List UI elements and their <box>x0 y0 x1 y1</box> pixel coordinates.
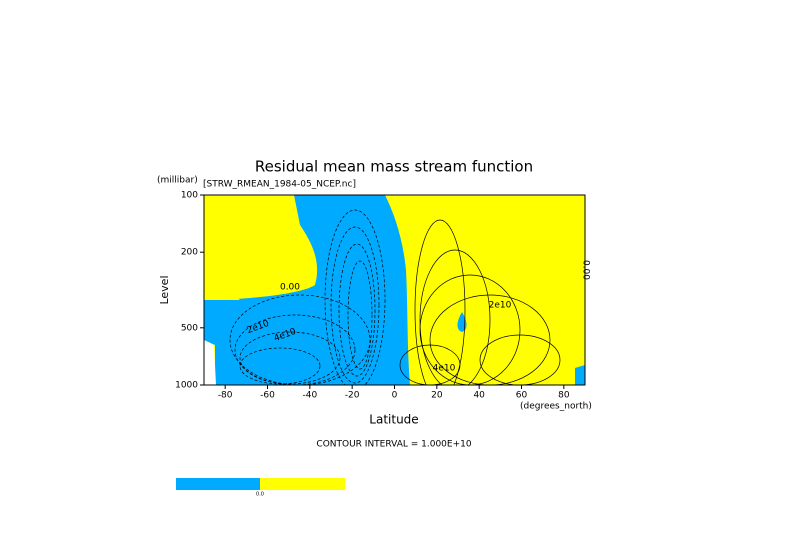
region <box>204 195 410 385</box>
x-tick-label: -80 <box>218 391 233 401</box>
contour-line <box>239 347 321 385</box>
contour-line <box>239 331 341 385</box>
y-unit: (millibar) <box>157 176 198 186</box>
x-tick-label: 40 <box>473 391 485 401</box>
contour-line <box>338 243 376 377</box>
colorbar-segment <box>260 478 345 490</box>
contour-label: 2e10 <box>489 301 512 311</box>
x-tick-label: -40 <box>302 391 317 401</box>
contour-label: 0.00 <box>280 283 300 293</box>
footer: CONTOUR INTERVAL = 1.000E+10 <box>316 440 471 450</box>
colorbar-segment <box>176 478 260 490</box>
y-tick-label: 1000 <box>175 381 198 391</box>
x-axis-label: Latitude <box>369 413 418 427</box>
x-unit: (degrees_north) <box>520 402 592 412</box>
x-tick-label: -60 <box>260 391 275 401</box>
contour-label: 4e10 <box>433 364 456 374</box>
contour-line <box>347 260 373 370</box>
y-tick-label: 100 <box>181 191 198 201</box>
y-tick-label: 500 <box>181 323 198 333</box>
x-tick-label: 20 <box>431 391 443 401</box>
x-tick-label: 0 <box>392 391 398 401</box>
subtitle: [STRW_RMEAN_1984-05_NCEP.nc] <box>203 180 356 190</box>
region <box>204 195 240 300</box>
colorbar-label: 0.0 <box>256 492 264 498</box>
region <box>204 340 216 385</box>
contour-label: 0.00 <box>581 260 591 280</box>
x-tick-label: 80 <box>558 391 570 401</box>
y-axis-label: Level <box>158 275 171 304</box>
y-tick-label: 200 <box>181 248 198 258</box>
x-tick-label: 60 <box>516 391 528 401</box>
contour-line <box>330 226 380 384</box>
chart-title: Residual mean mass stream function <box>255 158 533 176</box>
region <box>575 365 585 385</box>
x-tick-label: -20 <box>345 391 360 401</box>
